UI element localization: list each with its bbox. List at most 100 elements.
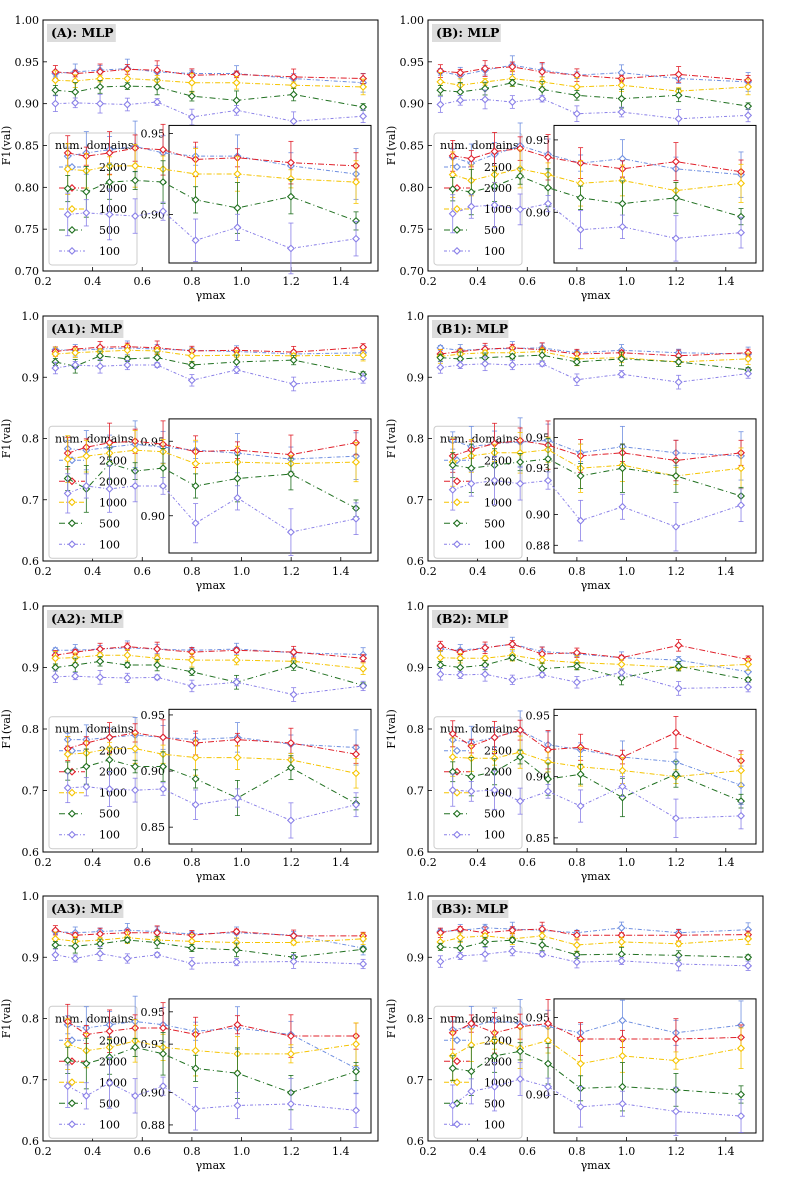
inset-point-100: [516, 205, 525, 214]
x-tick-label: 1.2: [282, 275, 300, 288]
chart-panel: 0.6 0.7 0.8 0.9 1.0 0.2 0.4 0.6 0.8 1.0 1.2 1.4 F1(v…: [385, 890, 764, 1172]
main-point-1000: [359, 934, 368, 943]
legend-marker: [453, 498, 461, 507]
y-axis-label: F1(val): [0, 419, 13, 459]
legend-entry: 100: [99, 538, 120, 551]
main-point-100: [187, 959, 196, 968]
inset-point-100: [159, 1082, 168, 1091]
inset-point-2000: [286, 1032, 295, 1041]
x-tick-label: 0.4: [469, 1145, 487, 1158]
main-point-500: [508, 653, 517, 662]
inset-y-tick-label: 0.85: [526, 832, 551, 845]
inset-y-tick-label: 0.85: [141, 821, 166, 834]
main-point-100: [96, 99, 105, 108]
main-point-100: [232, 958, 241, 967]
inset-frame: [168, 418, 372, 554]
main-point-100: [744, 369, 753, 378]
main-point-100: [359, 681, 368, 690]
main-point-100: [123, 100, 132, 109]
main-point-1000: [359, 664, 368, 673]
inset-frame: [553, 418, 757, 554]
main-series-line-100: [440, 950, 749, 967]
legend-entry: 1000: [99, 496, 127, 509]
x-tick-label: 1.2: [667, 565, 685, 578]
main-point-100: [674, 960, 683, 968]
main-point-100: [617, 370, 626, 379]
main-point-100: [187, 681, 196, 690]
main-point-100: [71, 98, 80, 107]
main-point-500: [508, 78, 517, 87]
inset-point-100: [467, 479, 476, 488]
main-point-500: [232, 945, 241, 954]
main-point-100: [123, 673, 132, 682]
main-point-100: [71, 361, 80, 369]
main-series-line-500: [440, 354, 749, 371]
legend-title: num. domains: [55, 723, 134, 736]
panel-title-background: [47, 24, 116, 42]
panel-title: (B): MLP: [436, 25, 500, 40]
main-point-500: [123, 82, 132, 91]
inset-point-500: [516, 1047, 525, 1056]
inset-point-100: [82, 782, 91, 791]
legend-entry: 2500: [99, 745, 127, 758]
inset-y-tick-label: 0.95: [141, 435, 166, 448]
inset-point-100: [286, 816, 295, 825]
main-point-500: [538, 351, 547, 360]
y-tick-label: 0.9: [407, 951, 425, 964]
main-point-2000: [538, 67, 547, 76]
x-tick-label: 0.4: [84, 275, 102, 288]
legend-marker: [68, 519, 76, 528]
main-point-500: [572, 357, 581, 366]
main-point-100: [359, 112, 368, 121]
y-tick-label: 0.6: [22, 846, 40, 859]
x-tick-label: 0.4: [469, 275, 487, 288]
inset-y-tick-label: 0.90: [141, 510, 166, 523]
main-point-2000: [508, 62, 517, 71]
x-tick-label: 1.4: [717, 565, 735, 578]
legend-marker: [453, 1120, 461, 1129]
legend-entry: 2500: [99, 161, 127, 174]
chart-panel: 0.70 0.75 0.80 0.85 0.90 0.95 1.00 0.2 0.4 0.6 0.8…: [385, 14, 764, 302]
inset-point-500: [544, 183, 553, 192]
x-tick-label: 0.8: [183, 856, 201, 869]
inset-point-1000: [131, 446, 140, 455]
main-point-500: [359, 945, 368, 954]
inset-point-100: [448, 485, 457, 494]
main-series-line-500: [440, 82, 749, 107]
main-point-2000: [289, 72, 298, 81]
chart-panel: 0.70 0.75 0.80 0.85 0.90 0.95 1.00 0.2 0.4 0.6 0.8…: [0, 14, 379, 302]
legend-marker: [453, 225, 461, 234]
y-axis-label: F1(val): [385, 999, 398, 1039]
legend-title: num. domains: [440, 1012, 519, 1025]
main-point-100: [508, 361, 517, 369]
inset-point-100: [286, 528, 295, 537]
main-point-500: [71, 87, 80, 96]
inset-point-1000: [63, 165, 72, 174]
panel-title-background: [432, 900, 509, 918]
main-point-100: [289, 117, 298, 126]
main-point-100: [744, 683, 753, 692]
inset-point-100: [618, 782, 627, 791]
y-axis-label: F1(val): [385, 709, 398, 749]
legend-marker: [68, 498, 76, 507]
inset-point-100: [737, 1112, 746, 1121]
inset-point-500: [82, 1059, 91, 1068]
main-point-500: [187, 667, 196, 676]
main-point-1000: [538, 656, 547, 665]
inset-y-tick-label: 0.90: [141, 208, 166, 221]
panel-title-background: [47, 320, 124, 338]
legend-marker: [453, 1036, 461, 1045]
main-point-1000: [436, 77, 445, 86]
x-tick-label: 0.8: [568, 565, 586, 578]
inset-point-500: [233, 474, 242, 483]
inset-point-1000: [352, 458, 361, 467]
panel-title: (A3): MLP: [51, 901, 123, 916]
inset-point-100: [191, 236, 200, 245]
main-point-500: [96, 351, 105, 360]
main-point-500: [508, 352, 517, 361]
legend-title: num. domains: [55, 432, 134, 445]
main-point-500: [617, 354, 626, 363]
legend-marker: [68, 225, 76, 234]
inset-point-100: [131, 481, 140, 490]
legend-marker: [453, 1078, 461, 1087]
